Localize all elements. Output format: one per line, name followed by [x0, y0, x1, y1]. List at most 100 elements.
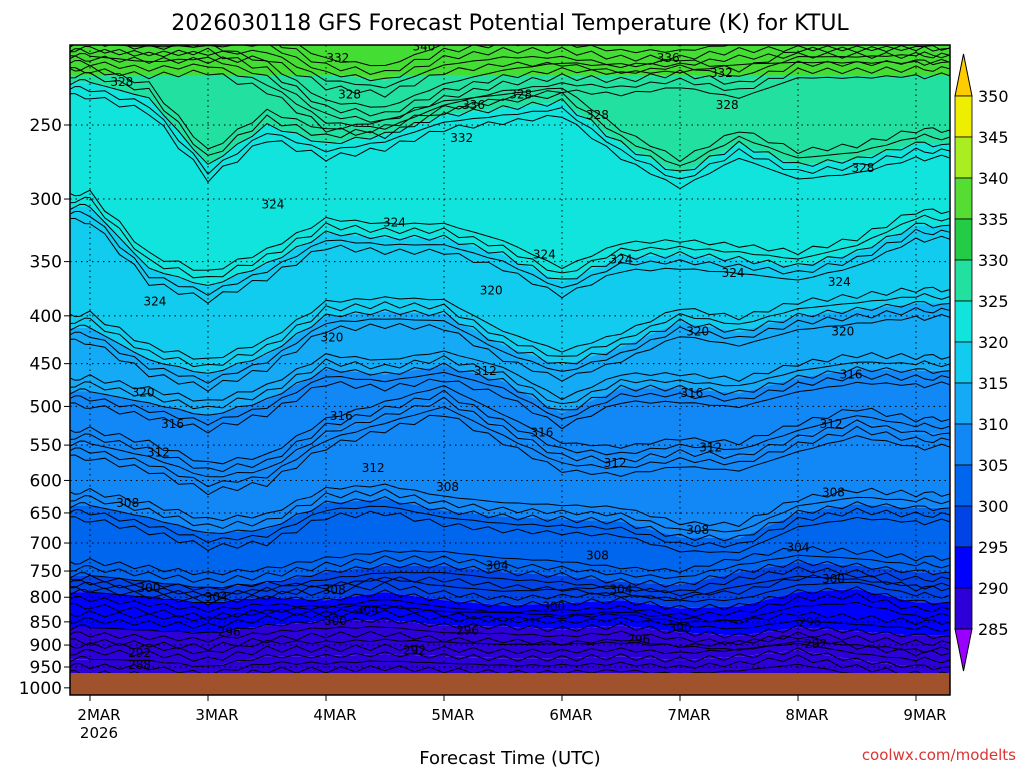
contour-label: 312 — [699, 440, 722, 454]
colorbar-label: 310 — [978, 415, 1009, 434]
contour-label: 336 — [657, 51, 680, 65]
contour-line — [70, 64, 950, 163]
contour-line — [70, 406, 950, 488]
contour-label: 288 — [128, 658, 151, 672]
colorbar-swatch — [954, 505, 973, 548]
contour-line — [70, 355, 950, 410]
contour-label: 312 — [474, 364, 497, 378]
contour-line — [70, 217, 950, 304]
contour-label: 308 — [586, 549, 609, 563]
contour-label: 324 — [383, 216, 406, 230]
contour-label: 308 — [822, 485, 845, 499]
contour-line — [70, 389, 950, 473]
contour-label: 316 — [161, 417, 184, 431]
x-year-label: 2026 — [80, 724, 118, 742]
contour-label: 320 — [686, 325, 709, 339]
contour-line — [70, 93, 950, 190]
colorbar-swatch — [954, 300, 973, 343]
y-tick-label: 250 — [30, 116, 62, 136]
y-tick-label: 900 — [30, 636, 62, 656]
contour-line — [70, 45, 950, 82]
contour-line — [70, 572, 950, 597]
colorbar-swatch — [954, 177, 973, 220]
colorbar-label: 290 — [978, 579, 1009, 598]
contour-line — [70, 496, 950, 542]
contour-line — [70, 559, 950, 589]
contour-line — [70, 609, 950, 633]
chart-title: 2026030118 GFS Forecast Potential Temper… — [171, 11, 849, 36]
contour-label: 296 — [218, 625, 241, 639]
grid-lines — [70, 45, 950, 695]
colorbar-swatch — [954, 341, 973, 384]
colorbar-bottom-arrow — [954, 628, 973, 672]
contour-line — [70, 66, 950, 140]
y-tick-label: 750 — [30, 562, 62, 582]
contour-label: 324 — [828, 275, 851, 289]
contour-label: 300 — [542, 599, 565, 613]
y-tick-label: 650 — [30, 504, 62, 524]
contour-label: 304 — [787, 541, 810, 555]
contour-line — [70, 59, 950, 130]
contour-line — [70, 378, 950, 434]
contour-label: 312 — [362, 461, 385, 475]
contour-label: 324 — [533, 248, 556, 262]
contour-line — [70, 642, 950, 664]
contour-label: 340 — [412, 39, 435, 53]
contour-label: 304 — [205, 590, 228, 604]
contour-label: 328 — [509, 88, 532, 102]
contour-label: 316 — [530, 425, 553, 439]
plot-area: 328 332 340 336 332 328 336 328 328 328 332 328 324 3… — [70, 39, 950, 695]
colorbar-top-arrow — [954, 53, 973, 97]
contour-label: 292 — [403, 643, 426, 657]
x-axis-label: Forecast Time (UTC) — [419, 748, 600, 768]
contour-line — [70, 300, 950, 374]
contour-line — [70, 203, 950, 287]
contour-label: 300 — [324, 614, 347, 628]
contour-line — [70, 625, 950, 646]
contour-label: 304 — [486, 559, 509, 573]
colorbar-swatch — [954, 587, 973, 630]
colorbar-label: 335 — [978, 210, 1009, 229]
contour-lines — [70, 45, 950, 685]
y-tick-label: 1000 — [19, 679, 62, 699]
temperature-band — [70, 82, 950, 287]
contour-line — [70, 71, 950, 167]
contour-line — [70, 414, 950, 496]
contour-label: 292 — [804, 637, 827, 651]
colorbar-label: 350 — [978, 87, 1009, 106]
y-tick-label: 600 — [30, 471, 62, 491]
x-tick-label: 9MAR — [903, 706, 946, 724]
colorbar-swatch — [954, 136, 973, 179]
temperature-band — [70, 303, 950, 417]
contour-line — [70, 601, 950, 624]
contour-line — [70, 211, 950, 296]
contour-label: 292 — [128, 646, 151, 660]
colorbar-label: 330 — [978, 251, 1009, 270]
colorbar-swatch — [954, 218, 973, 261]
contour-line — [70, 483, 950, 527]
colorbar-label: 295 — [978, 538, 1009, 557]
x-tick-label: 2MAR — [77, 706, 120, 724]
contour-label: 312 — [147, 445, 170, 459]
contour-line — [70, 554, 950, 584]
x-tick-label: 4MAR — [313, 706, 356, 724]
contour-line — [70, 546, 950, 576]
contour-label: 324 — [722, 266, 745, 280]
colorbar-label: 305 — [978, 456, 1009, 475]
colorbar: 350 345 340 335 330 325 320 315 310 305 300 295 290 2… — [954, 53, 1009, 672]
contour-label: 316 — [840, 367, 863, 381]
contour-label: 320 — [320, 331, 343, 345]
contour-line — [70, 306, 950, 384]
contour-line — [70, 586, 950, 612]
x-axis: 2MAR 3MAR 4MAR 5MAR 6MAR 7MAR 8MAR 9MAR — [77, 695, 947, 724]
contour-label: 336 — [462, 98, 485, 112]
contour-line — [70, 396, 950, 478]
temperature-band — [70, 56, 950, 174]
contour-line — [70, 566, 950, 598]
contour-label: 308 — [116, 496, 139, 510]
colorbar-label: 340 — [978, 169, 1009, 188]
contour-line — [70, 48, 950, 89]
y-tick-label: 850 — [30, 613, 62, 633]
contour-line — [70, 630, 950, 654]
